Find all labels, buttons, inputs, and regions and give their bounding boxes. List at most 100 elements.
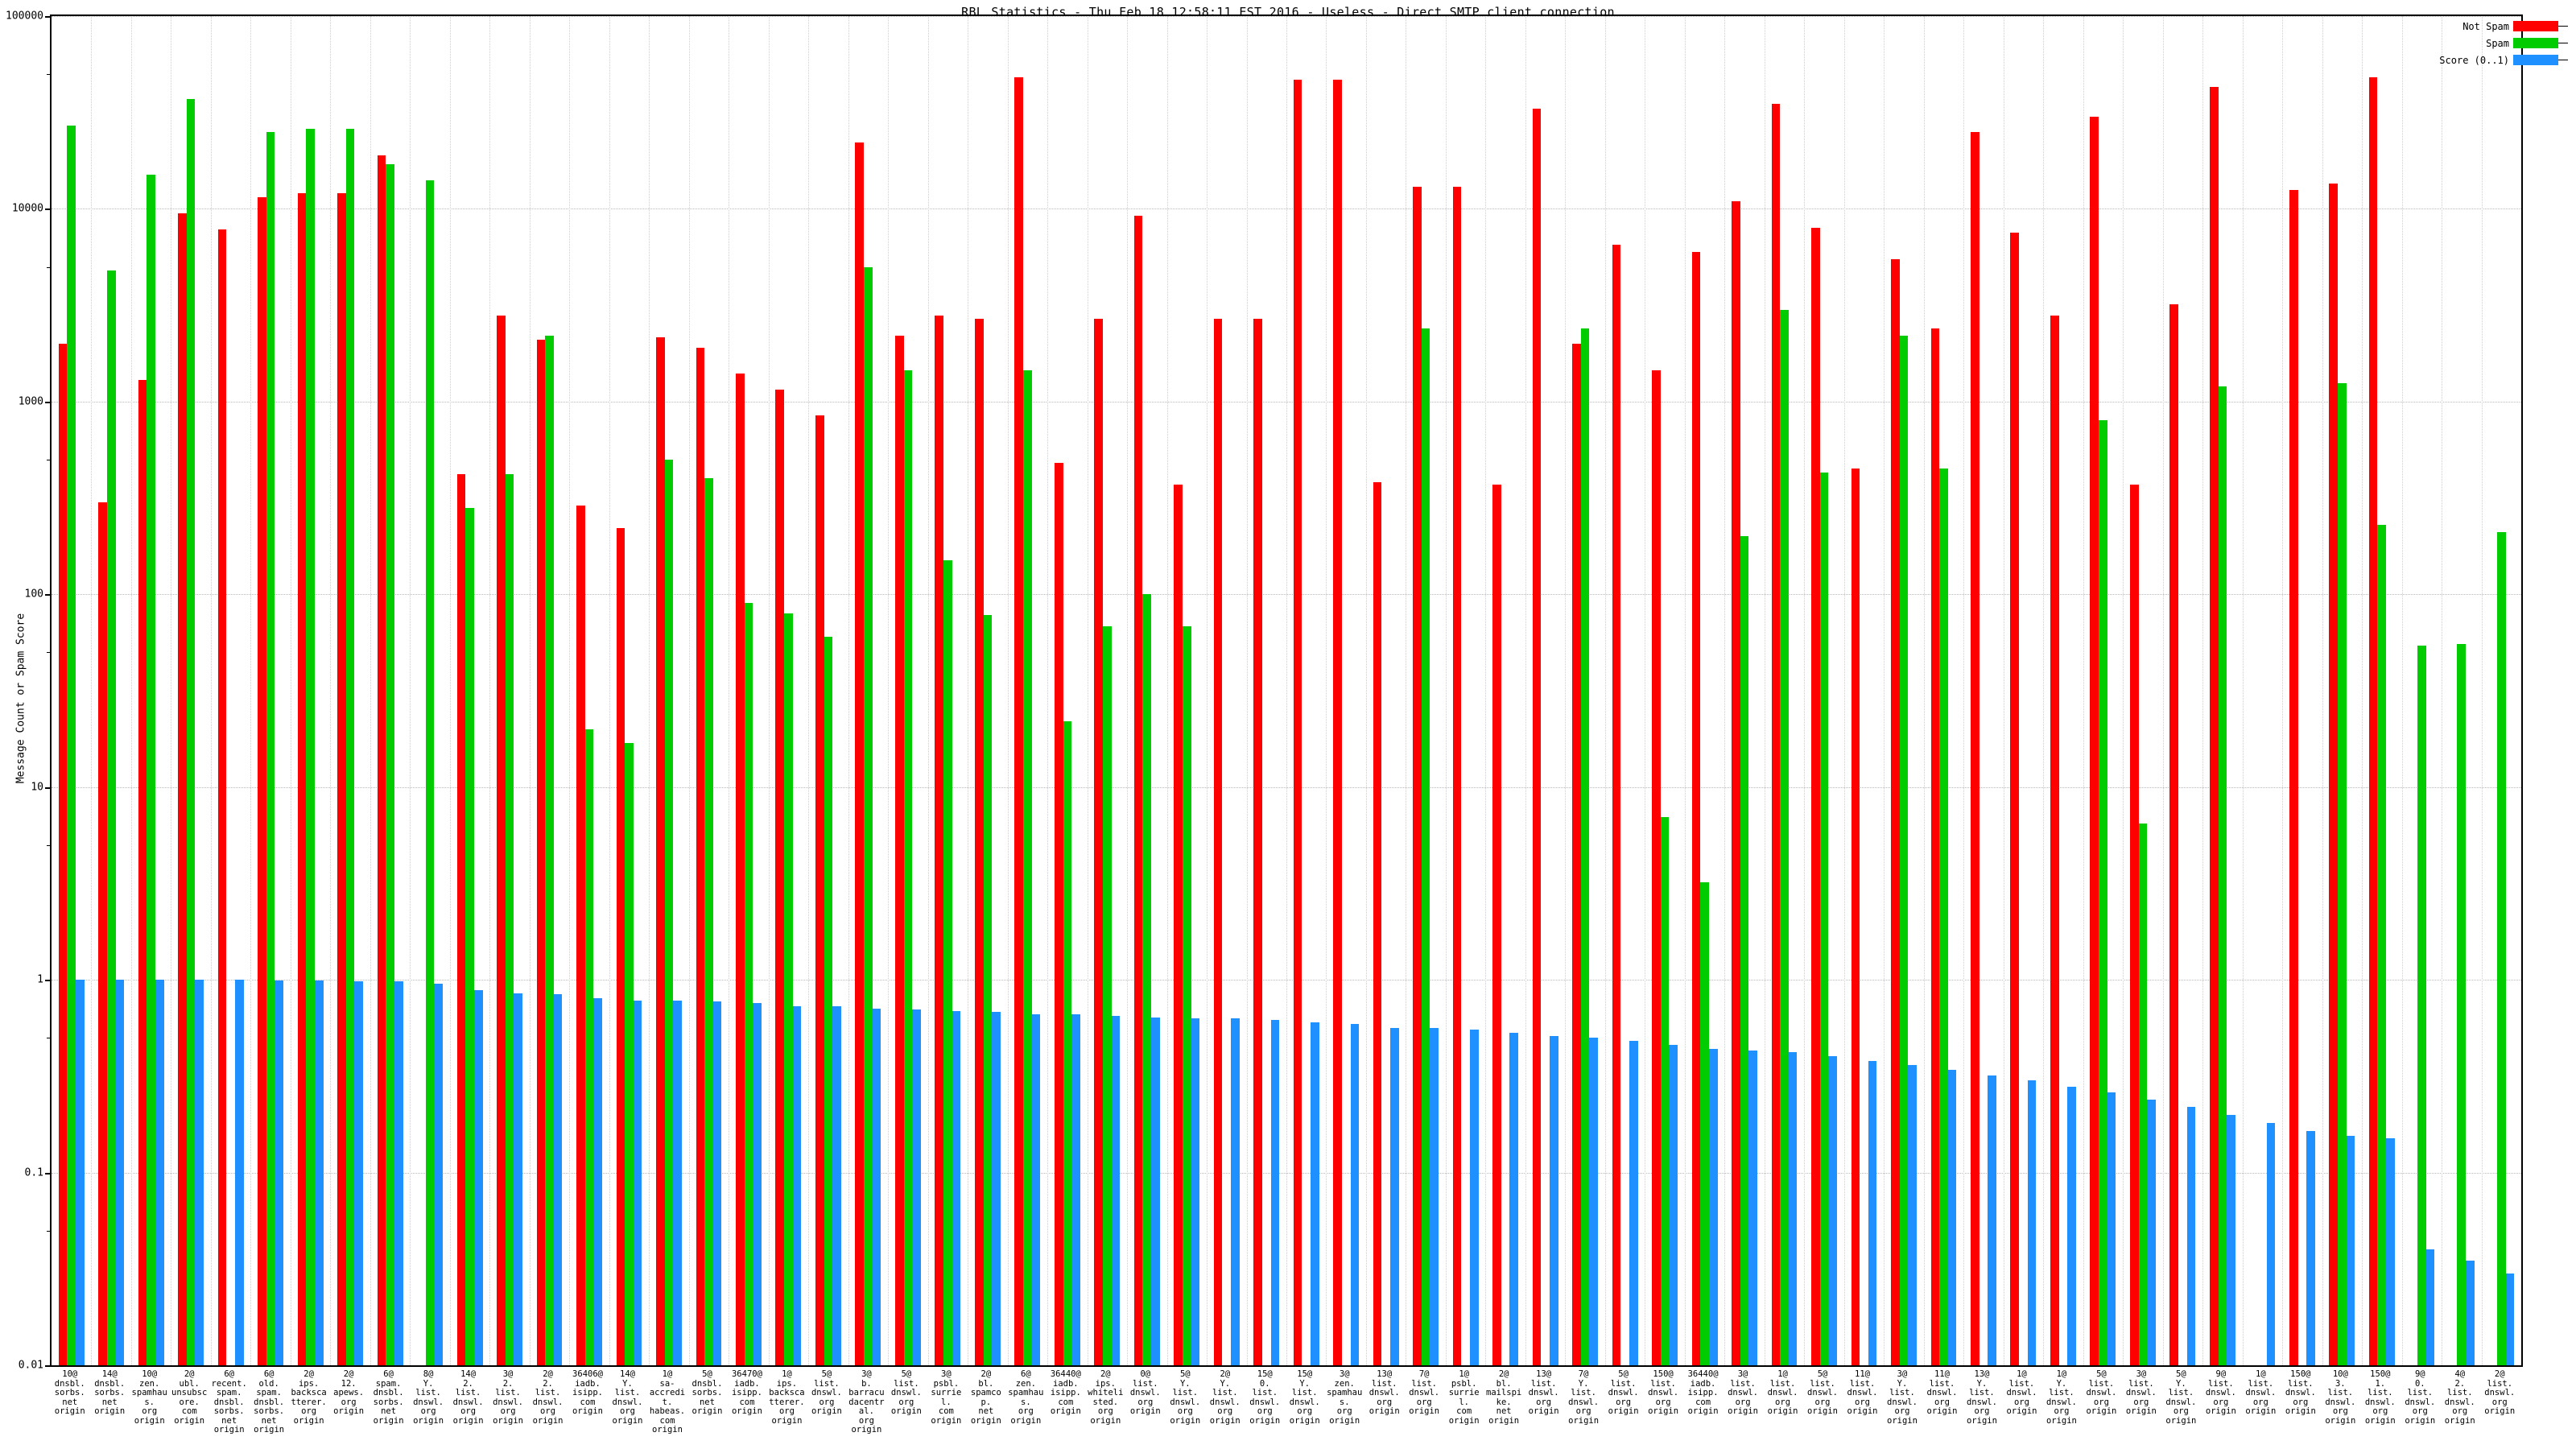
bar-not-spam[interactable] [1452, 187, 1462, 1365]
bar-score[interactable] [1908, 1065, 1917, 1365]
bar-group[interactable] [808, 16, 848, 1365]
bar-score[interactable] [155, 980, 164, 1365]
bar-not-spam[interactable] [337, 193, 346, 1365]
bar-score[interactable] [1708, 1048, 1718, 1365]
bar-group[interactable] [2123, 16, 2162, 1365]
bar-not-spam[interactable] [1133, 216, 1143, 1365]
bar-not-spam[interactable] [2169, 303, 2179, 1365]
bar-group[interactable] [1844, 16, 1884, 1365]
bar-not-spam[interactable] [2209, 86, 2219, 1365]
bar-score[interactable] [514, 993, 522, 1365]
bar-score[interactable] [115, 980, 125, 1365]
bar-group[interactable] [2163, 16, 2202, 1365]
bar-score[interactable] [553, 994, 563, 1365]
bar-score[interactable] [952, 1010, 961, 1365]
bar-not-spam[interactable] [656, 337, 665, 1365]
bar-score[interactable] [2386, 1138, 2395, 1365]
bar-group[interactable] [1804, 16, 1843, 1365]
bar-not-spam[interactable] [497, 315, 506, 1365]
bar-group[interactable] [729, 16, 768, 1365]
bar-group[interactable] [649, 16, 688, 1365]
bar-spam[interactable] [106, 270, 116, 1365]
bar-score[interactable] [2425, 1249, 2435, 1365]
bar-group[interactable] [2322, 16, 2362, 1365]
legend-item[interactable]: Score (0..1) [2415, 52, 2568, 68]
bar-group[interactable] [769, 16, 808, 1365]
bar-not-spam[interactable] [377, 155, 386, 1365]
bar-spam[interactable] [67, 126, 76, 1365]
bar-score[interactable] [1788, 1052, 1798, 1365]
bar-spam[interactable] [425, 180, 435, 1365]
bar-not-spam[interactable] [1691, 251, 1701, 1365]
bar-not-spam[interactable] [1732, 200, 1740, 1365]
bar-score[interactable] [2505, 1273, 2515, 1365]
bar-score[interactable] [1868, 1060, 1877, 1365]
bar-not-spam[interactable] [1572, 343, 1581, 1365]
bar-score[interactable] [1629, 1041, 1638, 1365]
bar-score[interactable] [753, 1002, 762, 1365]
bar-score[interactable] [1430, 1028, 1439, 1365]
bar-not-spam[interactable] [58, 343, 68, 1365]
bar-not-spam[interactable] [815, 415, 824, 1365]
bar-score[interactable] [234, 980, 244, 1365]
bar-group[interactable] [489, 16, 529, 1365]
bar-not-spam[interactable] [894, 335, 904, 1365]
bar-not-spam[interactable] [1971, 132, 1979, 1365]
bar-group[interactable] [1724, 16, 1764, 1365]
bar-spam[interactable] [186, 99, 196, 1365]
bar-not-spam[interactable] [1094, 318, 1103, 1365]
bar-not-spam[interactable] [2368, 77, 2378, 1365]
bar-score[interactable] [792, 1005, 802, 1365]
bar-score[interactable] [1311, 1022, 1319, 1365]
bar-group[interactable] [1525, 16, 1565, 1365]
bar-spam[interactable] [824, 637, 833, 1365]
bar-not-spam[interactable] [1293, 79, 1302, 1365]
bar-spam[interactable] [704, 478, 713, 1365]
bar-not-spam[interactable] [1373, 482, 1382, 1365]
bar-score[interactable] [1031, 1014, 1041, 1365]
bar-not-spam[interactable] [138, 379, 147, 1365]
bar-spam[interactable] [266, 132, 275, 1365]
bar-not-spam[interactable] [2050, 315, 2059, 1365]
bar-spam[interactable] [1142, 594, 1152, 1365]
bar-spam[interactable] [903, 370, 913, 1365]
bar-score[interactable] [1748, 1050, 1757, 1365]
bar-group[interactable] [2362, 16, 2401, 1365]
bar-group[interactable] [1366, 16, 1406, 1365]
legend-item[interactable]: Spam [2415, 35, 2568, 52]
bar-group[interactable] [1685, 16, 1724, 1365]
bar-not-spam[interactable] [1532, 109, 1542, 1365]
bar-score[interactable] [434, 984, 444, 1365]
bar-group[interactable] [171, 16, 210, 1365]
bar-group[interactable] [250, 16, 290, 1365]
bar-score[interactable] [1828, 1056, 1837, 1365]
bar-spam[interactable] [1182, 626, 1191, 1365]
bar-score[interactable] [1111, 1015, 1121, 1365]
bar-group[interactable] [2482, 16, 2521, 1365]
bar-spam[interactable] [983, 615, 993, 1365]
bar-score[interactable] [1589, 1038, 1599, 1365]
bar-score[interactable] [275, 980, 284, 1365]
bar-group[interactable] [2083, 16, 2123, 1365]
bar-group[interactable] [1565, 16, 1604, 1365]
bar-group[interactable] [1884, 16, 1923, 1365]
bar-not-spam[interactable] [1851, 468, 1860, 1365]
bar-group[interactable] [1127, 16, 1166, 1365]
bar-group[interactable] [1247, 16, 1286, 1365]
bar-not-spam[interactable] [258, 196, 266, 1365]
bar-not-spam[interactable] [775, 390, 785, 1365]
bar-spam[interactable] [744, 603, 753, 1365]
bar-not-spam[interactable] [2010, 233, 2020, 1365]
bar-spam[interactable] [1660, 816, 1670, 1365]
bar-group[interactable] [569, 16, 609, 1365]
bar-not-spam[interactable] [1891, 258, 1900, 1365]
bar-score[interactable] [2186, 1106, 2196, 1365]
bar-not-spam[interactable] [98, 502, 107, 1365]
bar-group[interactable] [1485, 16, 1525, 1365]
bar-not-spam[interactable] [855, 142, 865, 1365]
bar-not-spam[interactable] [1174, 485, 1183, 1365]
bar-score[interactable] [2147, 1099, 2156, 1365]
bar-group[interactable] [2442, 16, 2481, 1365]
bar-spam[interactable] [1819, 472, 1829, 1365]
bar-score[interactable] [1350, 1024, 1360, 1365]
